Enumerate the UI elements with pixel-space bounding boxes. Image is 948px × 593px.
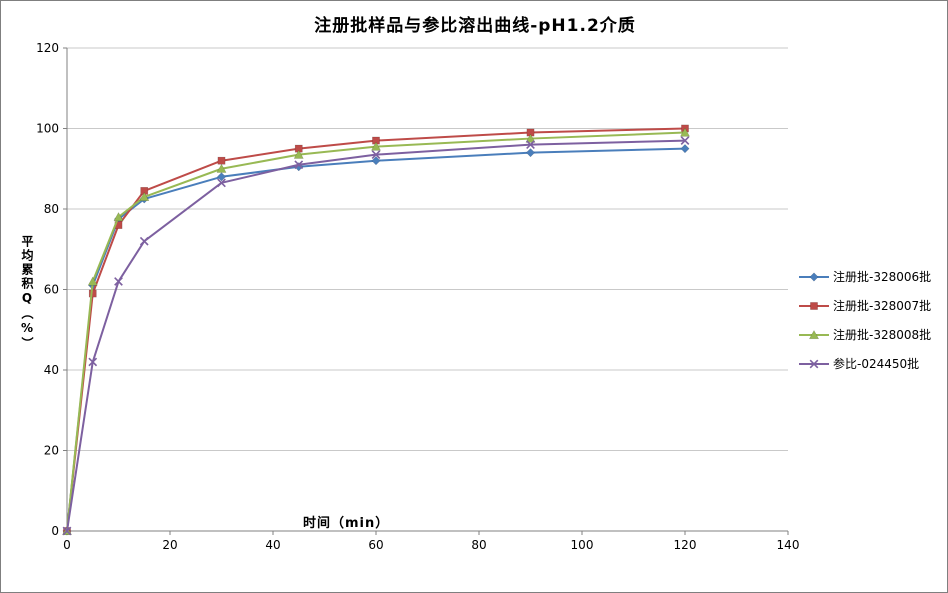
svg-text:60: 60 [368,538,383,552]
svg-text:0: 0 [63,538,71,552]
legend-item-series-2[interactable]: 注册批-328007批 [799,297,931,314]
legend: 注册批-328006批 注册批-328007批 注册批-328008批 参比-0… [799,268,931,372]
gridlines [67,47,788,451]
legend-label: 注册批-328008批 [833,328,932,342]
legend-item-series-3[interactable]: 注册批-328008批 [799,326,931,343]
series-3 [62,136,690,536]
svg-text:40: 40 [44,363,59,377]
svg-text:120: 120 [36,41,59,55]
series-1 [63,124,689,535]
svg-text:40: 40 [265,538,280,552]
svg-text:80: 80 [471,538,486,552]
tick-labels: 0 20 40 60 80 100 120 140 0 20 40 60 80 100 120 [36,41,799,552]
legend-label: 注册批-328007批 [833,299,932,313]
svg-text:20: 20 [44,444,59,458]
svg-text:100: 100 [571,538,594,552]
y-axis-title: 平均累积Q（%） [20,235,34,351]
chart-title: 注册批样品与参比溶出曲线-pH1.2介质 [314,16,636,36]
svg-text:20: 20 [162,538,177,552]
svg-text:140: 140 [777,538,800,552]
svg-text:60: 60 [44,283,59,297]
legend-label: 参比-024450批 [833,357,920,371]
square-marker-icon [799,301,829,310]
series-2 [61,127,691,536]
svg-text:80: 80 [44,202,59,216]
x-axis-title: 时间（min） [303,516,390,531]
series-0 [62,144,690,536]
legend-label: 注册批-328006批 [833,270,932,284]
x-marker-icon [799,359,829,368]
legend-item-series-1[interactable]: 注册批-328006批 [799,268,931,285]
triangle-marker-icon [799,329,829,339]
svg-text:120: 120 [674,538,697,552]
legend-item-series-4[interactable]: 参比-024450批 [799,355,931,372]
svg-text:100: 100 [36,122,59,136]
svg-text:0: 0 [51,524,59,538]
diamond-marker-icon [799,271,829,282]
